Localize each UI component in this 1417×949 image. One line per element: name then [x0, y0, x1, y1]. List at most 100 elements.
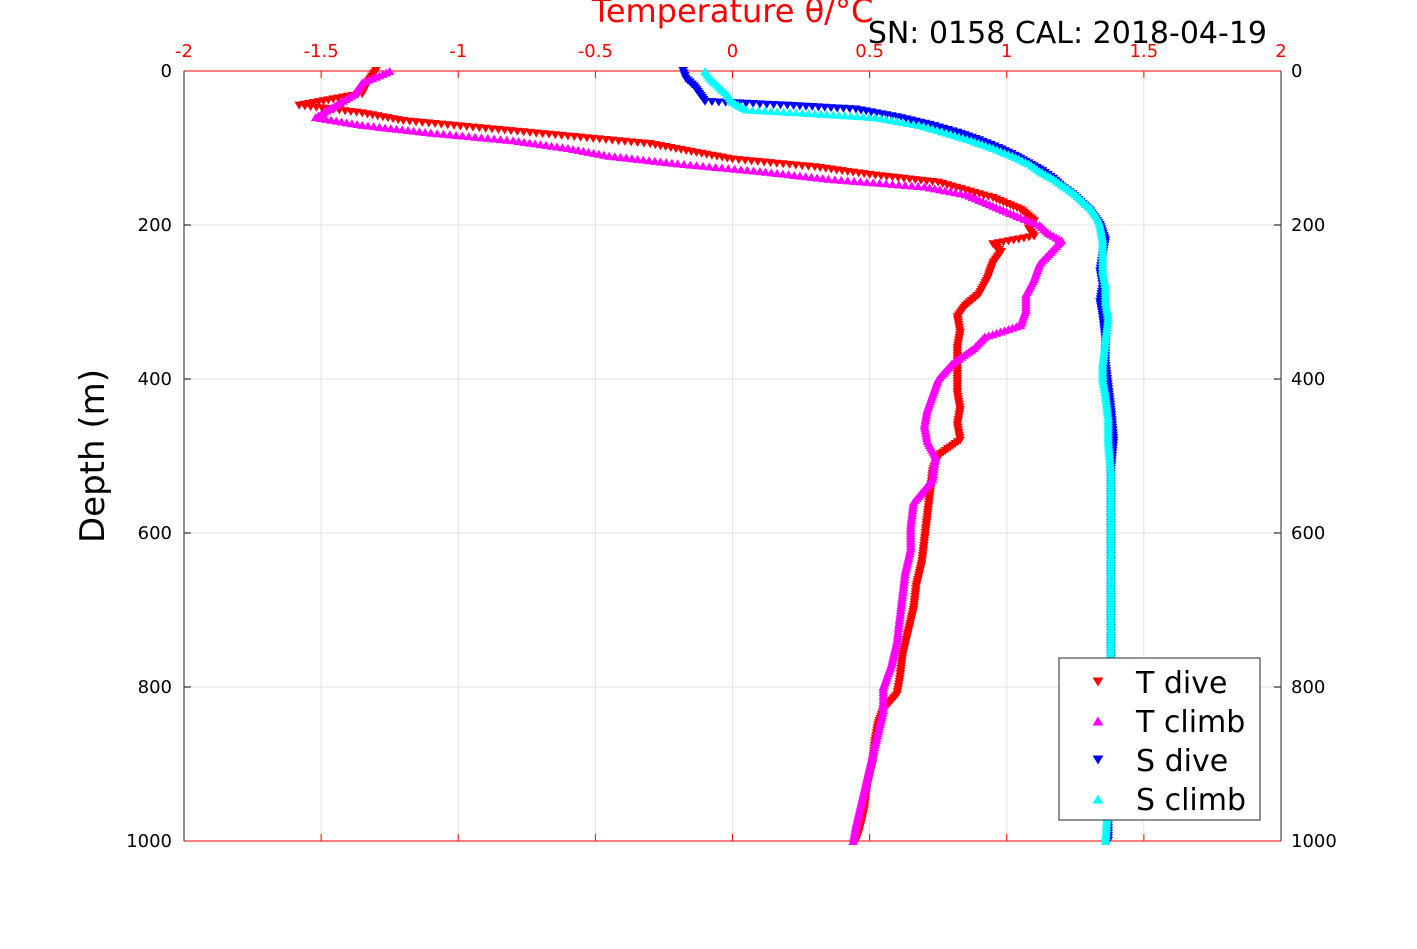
data-point — [391, 124, 402, 133]
y-tick-label-right: 400 — [1291, 369, 1325, 390]
data-point — [638, 155, 649, 164]
data-point — [753, 106, 764, 115]
data-point — [849, 176, 859, 185]
data-point — [816, 109, 826, 118]
data-point — [501, 135, 512, 144]
data-point — [380, 123, 390, 132]
y-tick-label-left: 400 — [138, 369, 172, 390]
data-point — [822, 110, 832, 119]
data-point — [775, 101, 786, 110]
data-point — [806, 172, 817, 181]
x-tick-label: -2 — [175, 41, 193, 62]
data-point — [855, 177, 866, 186]
data-point — [368, 122, 379, 131]
data-point — [698, 161, 708, 170]
data-point — [858, 112, 868, 121]
y-tick-label-left: 600 — [138, 523, 172, 544]
data-point — [886, 116, 897, 125]
data-point — [830, 175, 840, 184]
data-point — [661, 158, 672, 167]
data-point — [649, 156, 660, 165]
y-tick-label-right: 600 — [1291, 523, 1325, 544]
data-point — [482, 133, 493, 142]
data-point — [667, 158, 677, 167]
data-point — [414, 127, 425, 136]
y-tick-label-left: 0 — [161, 61, 172, 82]
y-tick-label-left: 1000 — [126, 831, 172, 852]
data-point — [819, 103, 830, 112]
data-point — [627, 154, 637, 163]
data-point — [747, 105, 758, 114]
data-point — [495, 135, 506, 144]
data-point — [451, 130, 461, 139]
data-point — [621, 153, 632, 162]
data-point — [875, 114, 886, 123]
data-point — [710, 162, 721, 171]
data-point — [881, 179, 891, 188]
data-point — [817, 174, 828, 183]
x-tick-label: 2 — [1275, 41, 1286, 62]
data-point — [397, 125, 408, 134]
legend-label: S climb — [1136, 783, 1246, 818]
x-tick-label: 0 — [727, 41, 738, 62]
data-point — [803, 109, 814, 117]
legend-marker — [1092, 755, 1104, 765]
data-point — [789, 170, 800, 179]
data-point — [848, 837, 858, 845]
data-point — [783, 170, 794, 179]
data-point — [736, 165, 746, 174]
legend-marker — [1092, 716, 1104, 726]
data-point — [615, 152, 626, 161]
legend-label: T dive — [1135, 666, 1227, 701]
data-layer — [294, 67, 1119, 845]
data-point — [457, 131, 468, 140]
data-point — [755, 100, 765, 109]
data-point — [812, 173, 822, 182]
data-point — [813, 103, 824, 112]
data-point — [828, 110, 838, 119]
data-point — [408, 126, 419, 135]
series-t-climb — [310, 67, 1067, 845]
data-point — [766, 106, 776, 115]
legend: T dive T climb S dive S climb — [1058, 657, 1261, 821]
data-point — [826, 104, 836, 113]
y-tick-label-right: 200 — [1291, 215, 1325, 236]
data-point — [862, 177, 872, 186]
data-point — [717, 163, 727, 172]
legend-marker — [1092, 677, 1104, 687]
data-point — [445, 130, 455, 139]
x-tick-label: 0.5 — [855, 41, 884, 62]
data-point — [374, 122, 385, 131]
data-point — [772, 169, 782, 178]
data-point — [840, 111, 850, 120]
data-point — [655, 157, 666, 166]
data-point — [700, 97, 710, 106]
y-tick-label-right: 800 — [1291, 677, 1325, 698]
data-point — [870, 113, 880, 122]
y-tick-label-right: 1000 — [1291, 831, 1337, 852]
legend-label: T climb — [1135, 705, 1245, 740]
data-point — [476, 133, 487, 142]
series-t-dive — [294, 67, 1039, 845]
data-point — [742, 165, 753, 174]
calibration-header: SN: 0158 CAL: 2018-04-19 — [868, 16, 1267, 51]
data-point — [672, 159, 683, 168]
data-point — [834, 110, 844, 119]
data-point — [785, 107, 795, 116]
data-point — [881, 115, 891, 124]
data-point — [761, 100, 772, 109]
x-tick-label: 1.5 — [1130, 41, 1159, 62]
data-point — [832, 104, 843, 113]
data-point — [823, 174, 834, 183]
y-axis-title: Depth (m) — [73, 369, 113, 543]
data-point — [807, 103, 818, 112]
data-point — [836, 175, 847, 184]
legend-box — [1058, 657, 1261, 821]
data-point — [707, 98, 717, 107]
data-point — [782, 101, 793, 110]
data-point — [748, 166, 759, 175]
data-point — [357, 120, 368, 129]
data-point — [777, 169, 788, 178]
